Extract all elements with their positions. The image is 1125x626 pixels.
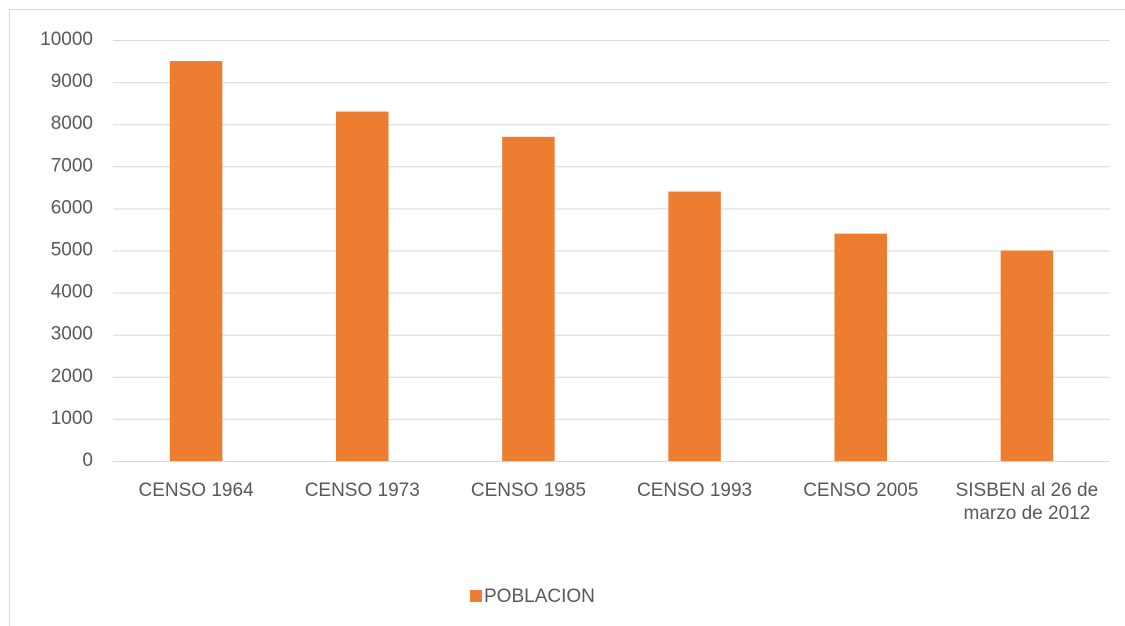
x-tick-label: CENSO 1973 [304, 480, 420, 501]
y-tick-label: 6000 [51, 197, 93, 218]
x-tick-label: CENSO 2005 [803, 480, 919, 501]
y-tick-label: 7000 [51, 155, 93, 176]
bar [1000, 250, 1054, 461]
y-tick-label: 2000 [51, 366, 93, 387]
legend-label: POBLACION [484, 586, 595, 607]
y-tick-label: 4000 [51, 282, 93, 303]
bar [668, 191, 721, 461]
y-tick-label: 8000 [51, 113, 93, 134]
bar [335, 111, 389, 461]
y-tick-label: 9000 [51, 71, 93, 92]
bar [834, 233, 888, 461]
bar [169, 61, 223, 462]
y-tick-label: 0 [82, 450, 93, 471]
y-tick-label: 1000 [51, 408, 93, 429]
legend-swatch [470, 590, 482, 602]
y-tick-label: 3000 [51, 324, 93, 345]
y-tick-label: 5000 [51, 240, 93, 261]
x-tick-label: CENSO 1993 [637, 480, 753, 501]
x-tick-label: CENSO 1964 [138, 480, 254, 501]
x-tick-label: SISBEN al 26 de marzo de 2012 [955, 480, 1099, 524]
y-tick-label: 10000 [40, 29, 93, 50]
bar [502, 136, 555, 461]
x-tick-label: CENSO 1985 [470, 480, 586, 501]
chart-frame [9, 9, 1125, 626]
